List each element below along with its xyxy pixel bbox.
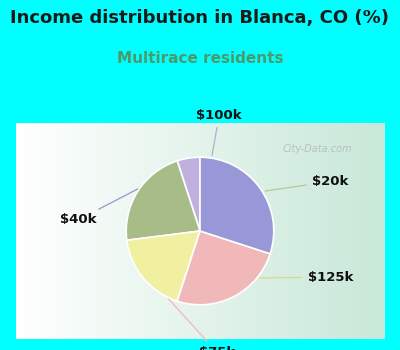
Wedge shape xyxy=(127,231,200,301)
Text: $125k: $125k xyxy=(260,271,353,284)
Text: $100k: $100k xyxy=(196,109,242,155)
Wedge shape xyxy=(177,231,270,305)
Text: $20k: $20k xyxy=(265,175,348,191)
Text: Multirace residents: Multirace residents xyxy=(117,51,283,66)
Wedge shape xyxy=(200,157,274,254)
Text: $40k: $40k xyxy=(60,189,138,226)
Wedge shape xyxy=(177,157,200,231)
Text: City-Data.com: City-Data.com xyxy=(283,144,352,154)
Text: Income distribution in Blanca, CO (%): Income distribution in Blanca, CO (%) xyxy=(10,9,390,27)
Text: $75k: $75k xyxy=(168,299,236,350)
Wedge shape xyxy=(126,161,200,240)
